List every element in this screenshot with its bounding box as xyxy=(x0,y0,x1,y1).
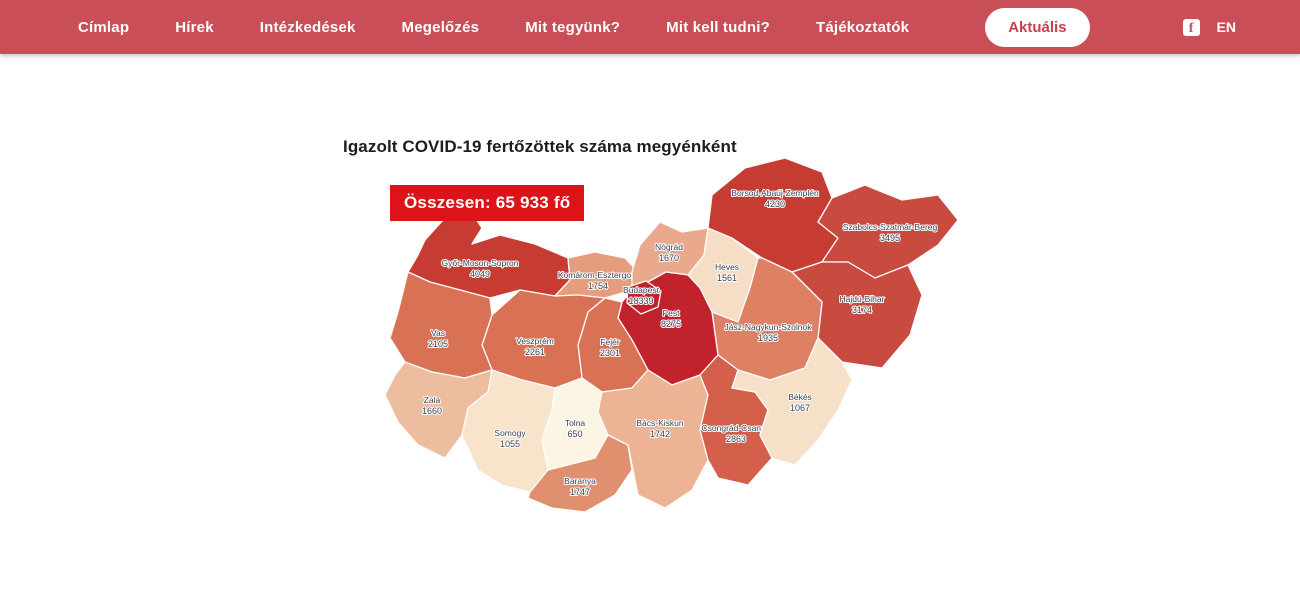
county-bacs-kiskun: Bács-Kiskun 1742 xyxy=(597,369,709,509)
hungary-county-map: Győr-Moson-Sopron 4049 Komárom-Esztergom… xyxy=(384,157,959,513)
county-veszprem: Veszprém 2261 xyxy=(481,289,606,389)
county-value: 8275 xyxy=(661,319,681,329)
county-value: 2261 xyxy=(525,347,545,357)
nav-item-aktualis-active[interactable]: Aktuális xyxy=(985,7,1090,47)
county-shape xyxy=(731,337,853,466)
nav-item-cimlap[interactable]: Címlap xyxy=(78,18,130,36)
county-value: 1561 xyxy=(717,273,737,283)
county-shape xyxy=(626,280,662,315)
county-shape xyxy=(527,434,633,513)
county-value: 3174 xyxy=(852,305,872,315)
county-name: Borsod-Abaúj-Zemplén xyxy=(731,188,819,198)
county-name: Budapest xyxy=(623,285,660,295)
county-name: Baranya xyxy=(564,476,596,486)
county-name: Somogy xyxy=(494,428,526,438)
county-value: 1754 xyxy=(588,281,608,291)
county-name: Komárom-Esztergom xyxy=(558,270,638,280)
nav-item-tajekoztatok[interactable]: Tájékoztatók xyxy=(815,18,910,36)
county-value: 2863 xyxy=(726,434,746,444)
county-hajdu-bihar: Hajdú-Bihar 3174 xyxy=(791,261,923,369)
county-name: Győr-Moson-Sopron xyxy=(441,258,518,268)
county-name: Veszprém xyxy=(516,336,554,346)
facebook-f-glyph: f xyxy=(1188,20,1194,36)
county-value: 4049 xyxy=(470,269,490,279)
county-name: Szabolcs-Szatmár-Bereg xyxy=(843,222,938,232)
nav-item-megelozes[interactable]: Megelőzés xyxy=(401,18,480,36)
total-cases-badge: Összesen: 65 933 fő xyxy=(390,185,585,221)
county-value: 1747 xyxy=(570,487,590,497)
nav-item-intezkedesek[interactable]: Intézkedések xyxy=(259,18,356,36)
county-value: 4230 xyxy=(765,199,785,209)
county-value: 18339 xyxy=(628,296,653,306)
county-value: 1660 xyxy=(422,406,442,416)
county-zala: Zala 1660 xyxy=(384,361,493,459)
county-name: Jász-Nagykun-Szolnok xyxy=(725,322,813,332)
county-name: Pest xyxy=(662,308,680,318)
nav-item-hirek[interactable]: Hírek xyxy=(175,18,214,36)
nav-menu: Címlap Hírek Intézkedések Megelőzés Mit … xyxy=(78,7,1090,47)
nav-item-mit-tegyunk[interactable]: Mit tegyünk? xyxy=(525,18,621,36)
covid-map-figure: Igazolt COVID-19 fertőzöttek száma megyé… xyxy=(340,135,980,555)
county-tolna: Tolna 650 xyxy=(541,377,609,471)
nav-right-group: f EN xyxy=(1182,18,1236,36)
county-name: Békés xyxy=(788,392,812,402)
county-value: 3495 xyxy=(880,233,900,243)
county-name: Bács-Kiskun xyxy=(636,418,684,428)
county-name: Csongrád-Csanád xyxy=(702,423,771,433)
county-jasz-nagykun-szolnok: Jász-Nagykun-Szolnok 1935 xyxy=(711,257,823,381)
county-name: Nógrád xyxy=(655,242,683,252)
county-value: 1935 xyxy=(758,333,778,343)
county-csongrad-csanad: Csongrád-Csanád 2863 xyxy=(699,354,773,486)
county-name: Fejér xyxy=(600,337,620,347)
county-value: 650 xyxy=(567,429,582,439)
county-value: 2105 xyxy=(428,339,448,349)
nav-item-mit-kell-tudni[interactable]: Mit kell tudni? xyxy=(666,18,770,36)
county-baranya: Baranya 1747 xyxy=(527,434,633,513)
county-value: 1067 xyxy=(790,403,810,413)
county-name: Zala xyxy=(424,395,441,405)
county-budapest: Budapest 18339 xyxy=(622,280,662,315)
county-name: Tolna xyxy=(565,418,586,428)
map-title: Igazolt COVID-19 fertőzöttek száma megyé… xyxy=(343,137,737,156)
county-value: 1670 xyxy=(659,253,679,263)
county-fejer: Fejér 2301 xyxy=(577,297,649,393)
facebook-icon[interactable]: f xyxy=(1182,18,1200,36)
county-name: Vas xyxy=(431,328,445,338)
language-switch-en[interactable]: EN xyxy=(1216,19,1236,35)
county-name: Hajdú-Bihar xyxy=(840,294,885,304)
county-szabolcs-szatmar-bereg: Szabolcs-Szatmár-Bereg 3495 xyxy=(817,184,959,279)
top-navbar: Címlap Hírek Intézkedések Megelőzés Mit … xyxy=(0,0,1300,54)
county-value: 1055 xyxy=(500,439,520,449)
county-value: 2301 xyxy=(600,348,620,358)
county-bekes: Békés 1067 xyxy=(731,337,853,466)
county-gyor-moson-sopron: Győr-Moson-Sopron 4049 xyxy=(407,209,571,299)
county-value: 1742 xyxy=(650,429,670,439)
county-name: Heves xyxy=(715,262,739,272)
